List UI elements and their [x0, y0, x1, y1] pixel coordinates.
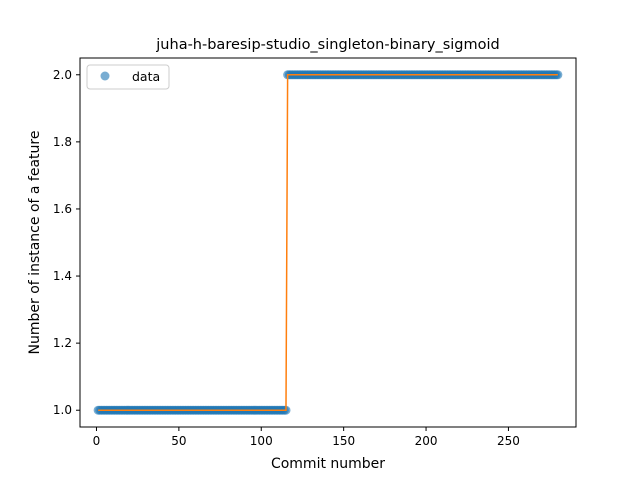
x-axis: 0 50 100 150 200 250: [93, 427, 520, 448]
x-tick-label: 100: [250, 434, 273, 448]
plot-frame: [79, 57, 577, 428]
fit-line-layer: [98, 74, 558, 411]
y-axis: 1.0 1.2 1.4 1.6 1.8 2.0: [53, 68, 80, 417]
legend-marker: [100, 71, 110, 81]
legend: data: [86, 64, 170, 90]
x-tick-label: 150: [332, 434, 355, 448]
x-tick-label: 50: [171, 434, 186, 448]
chart-title: juha-h-baresip-studio_singleton-binary_s…: [155, 37, 499, 53]
y-tick-label: 2.0: [53, 68, 72, 82]
plot-area: [80, 58, 576, 427]
x-tick-label: 0: [93, 434, 101, 448]
y-tick-label: 1.4: [53, 269, 72, 283]
y-axis-label: Number of instance of a feature: [27, 131, 43, 355]
legend-box: [86, 64, 170, 90]
y-tick-label: 1.6: [53, 202, 72, 216]
fit-line: [98, 74, 558, 411]
y-tick-label: 1.2: [53, 336, 72, 350]
y-tick-label: 1.0: [53, 403, 72, 417]
legend-label: data: [132, 69, 160, 84]
y-tick-label: 1.8: [53, 135, 72, 149]
x-axis-label: Commit number: [271, 456, 385, 472]
x-tick-label: 250: [497, 434, 520, 448]
x-tick-label: 200: [415, 434, 438, 448]
